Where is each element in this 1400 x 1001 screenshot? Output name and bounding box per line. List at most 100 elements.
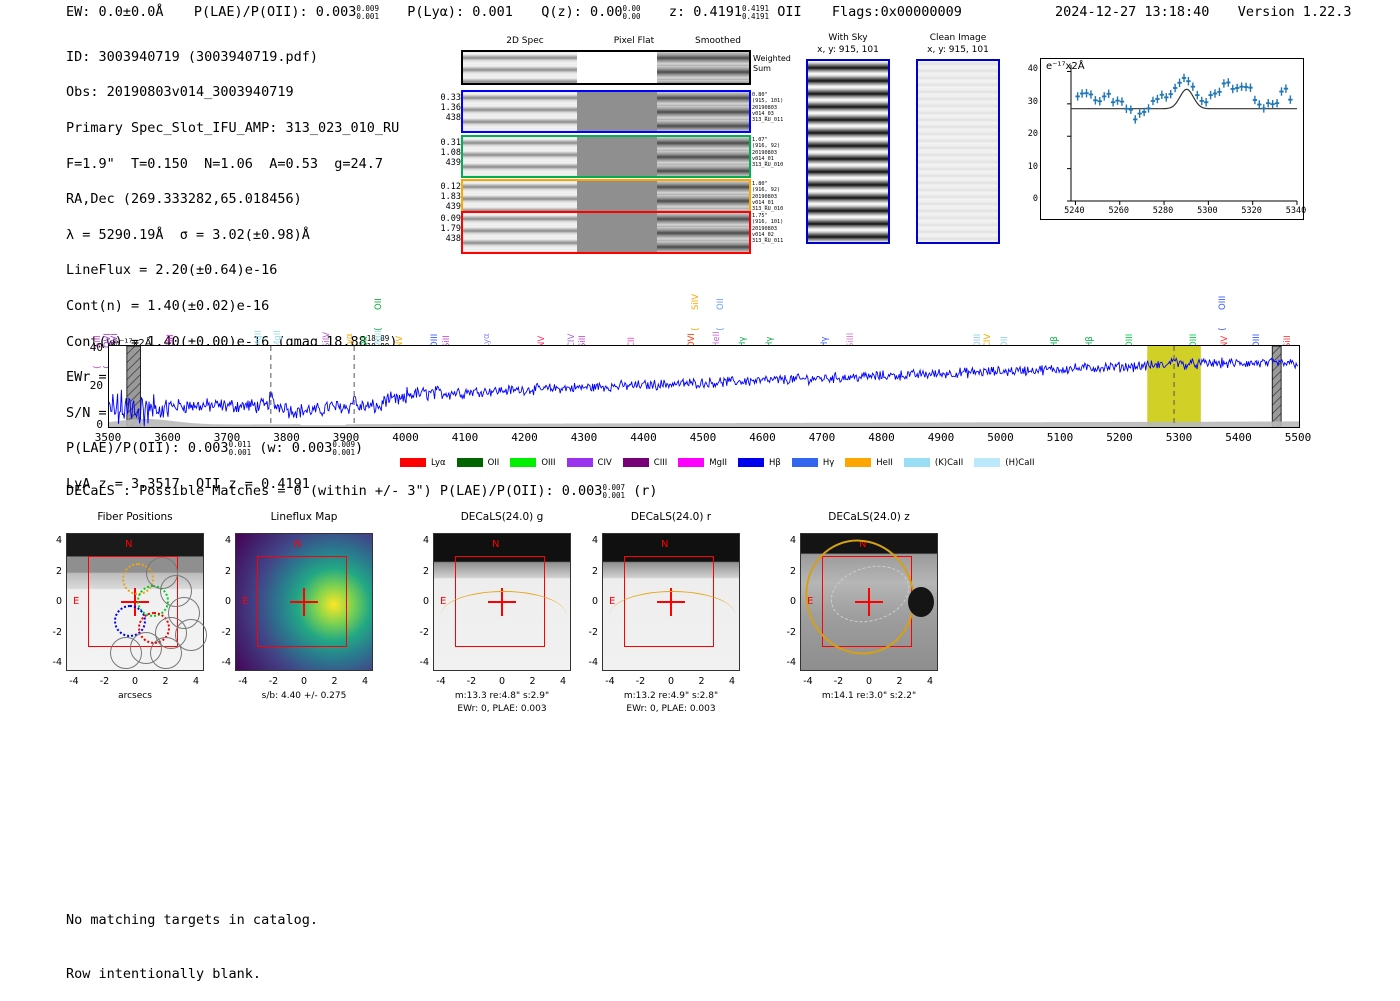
cutout-caption1-0: arcsecs bbox=[118, 691, 152, 701]
full-spectrum-xtick: 3800 bbox=[273, 431, 300, 444]
cutout-compass-e-0: E bbox=[73, 596, 80, 607]
cutout-caption2-2: EWr: 0, PLAE: 0.003 bbox=[457, 704, 547, 714]
legend-label: OII bbox=[487, 457, 500, 468]
footer-note: No matching targets in catalog. Row inte… bbox=[66, 875, 318, 1001]
header-plae-label: P(LAE)/P(OII): 0.003 bbox=[193, 4, 357, 20]
cutout-xtick-4-1: -2 bbox=[833, 676, 844, 687]
full-spectrum-xtick: 5400 bbox=[1225, 431, 1252, 444]
line-zoom-svg bbox=[1067, 65, 1298, 205]
cutout-compass-n-2: N bbox=[492, 539, 500, 550]
line-zoom-ytick: 20 bbox=[1027, 129, 1038, 140]
fiber-circle-inactive-6 bbox=[150, 637, 182, 669]
line-zoom-ytick: 10 bbox=[1027, 161, 1038, 172]
decals-line-post: (r) bbox=[625, 483, 658, 499]
info-id: ID: 3003940719 (3003940719.pdf) bbox=[66, 48, 318, 65]
decals-summary-line: DECaLS : Possible Matches = 0 (within +/… bbox=[66, 483, 658, 500]
decals-plae-hi: 0.007 bbox=[602, 483, 626, 492]
decals-orange-curve-0 bbox=[441, 591, 566, 638]
cutout-xtick-1-1: -2 bbox=[268, 676, 279, 687]
cutout-xtick-1-4: 4 bbox=[361, 676, 369, 687]
cutout-title-1: Lineflux Map bbox=[270, 511, 338, 523]
header-plae-hi: 0.009 bbox=[356, 4, 379, 13]
with-sky-subtitle: x, y: 915, 101 bbox=[817, 45, 879, 55]
spec2d-fiber-3-pixelflat bbox=[577, 213, 658, 252]
cutout-ytick-1-2: 0 bbox=[224, 596, 231, 607]
spec2d-fiber-left-3: 0.09 1.79 438 bbox=[440, 214, 461, 244]
info-plae-hi: 0.011 bbox=[228, 440, 252, 450]
spec2d-fiber-left-1: 0.31 1.08 439 bbox=[440, 138, 461, 168]
cutout-xtick-4-3: 2 bbox=[896, 676, 903, 687]
info-gmag-hi: 18.89 bbox=[366, 333, 390, 343]
legend-swatch-icon bbox=[903, 458, 930, 467]
cutout-ytick-4-0: 4 bbox=[789, 535, 796, 546]
cutout-ytick-2-3: -2 bbox=[419, 626, 429, 638]
line-zoom-xtick: 5320 bbox=[1241, 206, 1262, 216]
legend-swatch-icon bbox=[456, 458, 483, 467]
cutout-xtick-1-0: -4 bbox=[238, 676, 248, 687]
header-version: Version 1.22.3 bbox=[1237, 4, 1352, 20]
cutout-xtick-0-0: -4 bbox=[69, 676, 79, 687]
full-spectrum-xtick: 5300 bbox=[1165, 431, 1193, 444]
cutout-xtick-0-2: 0 bbox=[131, 676, 139, 687]
line-label-oii-10: OII bbox=[374, 298, 384, 310]
line-zoom-chart bbox=[1040, 58, 1304, 220]
legend-label: (K)CaII bbox=[934, 457, 964, 468]
legend-swatch-icon bbox=[791, 458, 818, 467]
line-bracket-20: ( bbox=[691, 326, 701, 332]
decals-plae-lo: 0.001 bbox=[602, 491, 626, 500]
legend-item-hγ: Hγ bbox=[791, 458, 834, 468]
line-bracket-0: ( bbox=[93, 364, 103, 370]
cutout-compass-n-3: N bbox=[661, 539, 669, 550]
cutout-ytick-1-1: 2 bbox=[224, 565, 231, 577]
full-spectrum-xtick: 4500 bbox=[689, 431, 717, 444]
cutout-compass-n-0: N bbox=[125, 539, 133, 550]
cutout-ytick-3-4: -4 bbox=[588, 657, 598, 668]
fiber-circle-inactive-7 bbox=[146, 557, 178, 589]
full-spectrum-xtick: 3500 bbox=[94, 431, 122, 444]
cutout-xtick-1-2: 0 bbox=[300, 676, 308, 687]
legend-swatch-icon bbox=[400, 458, 426, 467]
cutout-xtick-2-0: -4 bbox=[436, 676, 446, 687]
full-spectrum-ytick: 0 bbox=[96, 418, 103, 431]
decals-orange-curve-1 bbox=[610, 591, 735, 638]
header-plae-lo: 0.001 bbox=[356, 12, 379, 21]
cutout-compass-n-1: N bbox=[294, 539, 302, 550]
full-spectrum-xtick: 5500 bbox=[1284, 431, 1312, 444]
cutout-ytick-0-1: 2 bbox=[55, 565, 62, 577]
full-spectrum-xtick: 3700 bbox=[213, 431, 241, 444]
legend-item-heii: HeII bbox=[845, 458, 893, 468]
cutout-title-2: DECaLS(24.0) g bbox=[460, 511, 544, 523]
info-wavelength: λ = 5290.19Å σ = 3.02(±0.98)Å bbox=[66, 226, 310, 243]
info-plae-post: ) bbox=[355, 440, 364, 457]
full-spectrum-xtick: 5100 bbox=[1046, 431, 1074, 444]
header-qz-lo: 0.00 bbox=[622, 12, 641, 21]
clean-image-cutout bbox=[916, 59, 1000, 244]
cutout-ytick-0-0: 4 bbox=[55, 535, 62, 546]
line-bracket-10: ( bbox=[374, 326, 384, 332]
spec2d-weighted-pixelflat-image bbox=[577, 52, 658, 83]
spec2d-fiber-right-3: 1.75" (916, 101) 20190803 v014_02 313_RU… bbox=[752, 213, 784, 245]
cutout-fov-box-1 bbox=[257, 556, 347, 647]
header-flags: Flags:0x00000009 bbox=[831, 4, 962, 20]
line-zoom-ytick: 30 bbox=[1027, 96, 1038, 107]
info-plae-w-hi: 0.009 bbox=[332, 440, 355, 450]
legend-item-ciii: CIII bbox=[622, 458, 667, 468]
spec2d-fiber-right-2: 1.80" (916, 92) 20190803 v014_01 313_RU_… bbox=[752, 181, 784, 213]
cutout-compass-e-3: E bbox=[609, 596, 616, 607]
cutout-ytick-0-2: 0 bbox=[55, 596, 62, 607]
legend-label: OIII bbox=[541, 457, 556, 468]
full-spectrum-ytick: 20 bbox=[89, 379, 103, 393]
cutout-ytick-4-1: 2 bbox=[789, 565, 796, 577]
cutout-crosshair-v-1 bbox=[303, 588, 305, 616]
cutout-caption1-1: s/b: 4.40 +/- 0.275 bbox=[261, 691, 347, 701]
legend-label: Hβ bbox=[769, 457, 781, 468]
full-spectrum-xtick: 4700 bbox=[808, 431, 836, 444]
info-plae-mid: (w: 0.003 bbox=[251, 440, 333, 457]
spec2d-fiber-0-smoothed bbox=[657, 92, 749, 131]
spec2d-fiber-right-1: 1.07" (916, 92) 20190803 v014_01 313_RU_… bbox=[752, 137, 784, 169]
cutout-caption2-3: EWr: 0, PLAE: 0.003 bbox=[626, 704, 716, 714]
full-spectrum-xtick: 4000 bbox=[392, 431, 419, 444]
legend-swatch-icon bbox=[845, 458, 872, 467]
footer-line-2: Row intentionally blank. bbox=[66, 966, 262, 982]
line-zoom-xtick: 5280 bbox=[1152, 206, 1174, 216]
